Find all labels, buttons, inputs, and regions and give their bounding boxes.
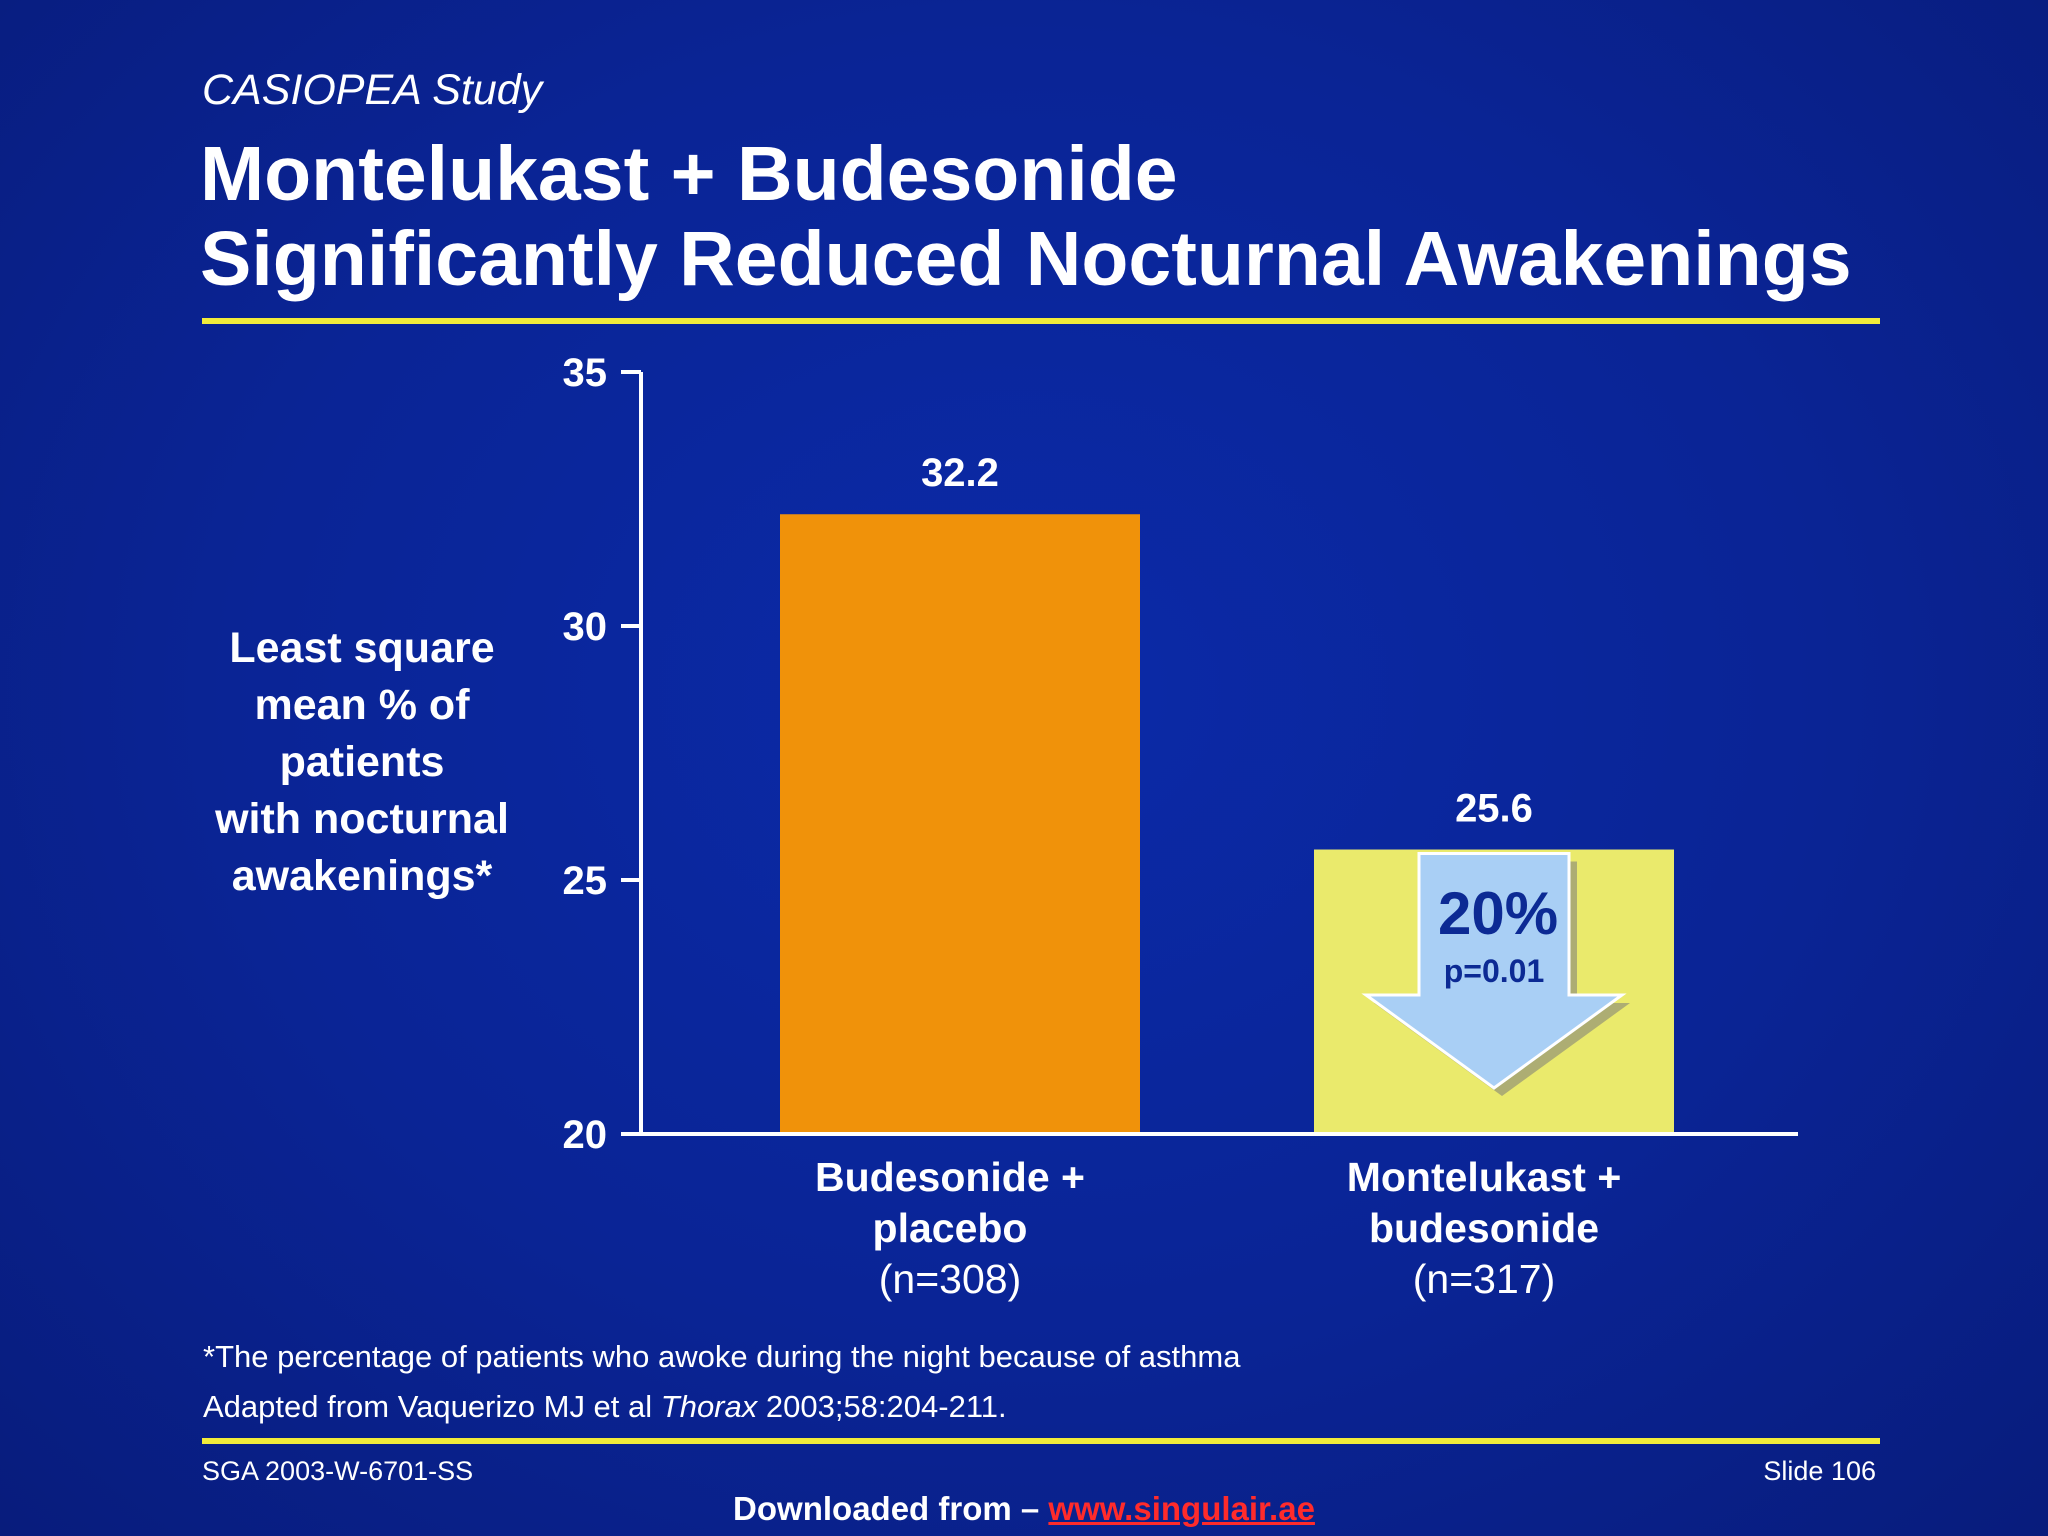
footnote-citation: Adapted from Vaquerizo MJ et al Thorax 2… bbox=[203, 1382, 1240, 1432]
y-axis-label-line: Least square bbox=[229, 624, 495, 672]
slide-title: Montelukast + Budesonide Significantly R… bbox=[200, 132, 1852, 302]
x-category-label: Budesonide + placebo (n=308) bbox=[750, 1152, 1150, 1305]
title-line-2: Significantly Reduced Nocturnal Awakenin… bbox=[200, 216, 1852, 302]
footnote-definition: *The percentage of patients who awoke du… bbox=[203, 1339, 1241, 1374]
y-tick-label: 30 bbox=[563, 605, 608, 649]
reduction-percent: 20% bbox=[1438, 880, 1558, 947]
source-link[interactable]: www.singulair.ae bbox=[1048, 1490, 1315, 1527]
download-source: Downloaded from – www.singulair.ae bbox=[0, 1490, 2048, 1528]
slide-number: Slide 106 bbox=[1763, 1456, 1876, 1486]
y-tick-label: 35 bbox=[563, 351, 608, 395]
bar-chart: 20% p=0.01 32.2 25.6 35 30 25 20 bbox=[563, 351, 1674, 1157]
citation-authors: Adapted from Vaquerizo MJ et al bbox=[203, 1389, 661, 1424]
y-tick-label: 25 bbox=[563, 859, 608, 903]
y-axis-label: Least square mean % of patients with noc… bbox=[180, 620, 544, 905]
title-line-1: Montelukast + Budesonide bbox=[200, 131, 1178, 217]
title-divider bbox=[202, 318, 1880, 324]
x-category-line: Budesonide + bbox=[815, 1154, 1085, 1200]
y-axis-label-line: mean % of bbox=[254, 681, 470, 729]
p-value-label: p=0.01 bbox=[1444, 953, 1545, 989]
y-axis-label-line: patients bbox=[279, 738, 445, 786]
bar-value-label: 32.2 bbox=[921, 451, 999, 495]
bar bbox=[780, 514, 1140, 1134]
footnote: *The percentage of patients who awoke du… bbox=[203, 1332, 1240, 1432]
x-category-sample-size: (n=308) bbox=[878, 1256, 1022, 1302]
y-tick-label: 20 bbox=[563, 1113, 608, 1157]
x-category-label: Montelukast + budesonide (n=317) bbox=[1284, 1152, 1684, 1305]
study-label: CASIOPEA Study bbox=[202, 66, 543, 114]
citation-journal: Thorax bbox=[660, 1389, 758, 1424]
x-category-line: Montelukast + bbox=[1346, 1154, 1622, 1200]
y-axis-label-line: awakenings* bbox=[231, 852, 493, 900]
document-code: SGA 2003-W-6701-SS bbox=[202, 1456, 474, 1486]
x-category-line: budesonide bbox=[1368, 1205, 1600, 1251]
x-category-line: placebo bbox=[872, 1205, 1028, 1251]
citation-volume: 2003;58:204-211. bbox=[757, 1389, 1007, 1424]
footer-divider bbox=[202, 1438, 1880, 1444]
y-axis-label-line: with nocturnal bbox=[215, 795, 509, 843]
download-source-label: Downloaded from – bbox=[733, 1490, 1049, 1527]
reduction-arrow-icon bbox=[1361, 852, 1627, 1090]
x-category-sample-size: (n=317) bbox=[1412, 1256, 1556, 1302]
bar-value-label: 25.6 bbox=[1455, 787, 1533, 831]
